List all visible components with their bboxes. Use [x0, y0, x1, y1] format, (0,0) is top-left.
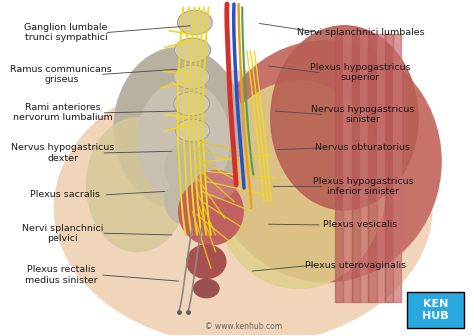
- Text: Nervi splanchnici
pelvici: Nervi splanchnici pelvici: [22, 223, 103, 243]
- Ellipse shape: [175, 119, 210, 142]
- Polygon shape: [368, 34, 377, 302]
- Text: Plexus hypogastricus
inferior sinister: Plexus hypogastricus inferior sinister: [312, 177, 413, 196]
- Ellipse shape: [137, 81, 229, 202]
- Ellipse shape: [55, 71, 432, 336]
- Text: Ramus communicans
griseus: Ramus communicans griseus: [10, 65, 112, 84]
- Polygon shape: [360, 34, 368, 302]
- Ellipse shape: [114, 47, 243, 208]
- Polygon shape: [335, 34, 344, 302]
- Ellipse shape: [174, 38, 210, 62]
- Ellipse shape: [178, 10, 212, 35]
- Polygon shape: [377, 34, 385, 302]
- FancyBboxPatch shape: [407, 292, 464, 328]
- Text: KEN
HUB: KEN HUB: [422, 299, 449, 321]
- Polygon shape: [344, 34, 352, 302]
- Ellipse shape: [87, 118, 188, 252]
- Text: Plexus vesicalis: Plexus vesicalis: [323, 220, 398, 229]
- Text: © www.kenhub.com: © www.kenhub.com: [205, 323, 282, 331]
- Text: Plexus uterovaginalis: Plexus uterovaginalis: [305, 260, 407, 269]
- Ellipse shape: [195, 170, 236, 199]
- Ellipse shape: [173, 92, 210, 116]
- Text: Nervus hypogastricus
sinister: Nervus hypogastricus sinister: [311, 105, 415, 124]
- Text: Nervus obturatorius: Nervus obturatorius: [315, 143, 410, 153]
- Polygon shape: [393, 34, 401, 302]
- Text: Nervi splanchnici lumbales: Nervi splanchnici lumbales: [297, 28, 424, 37]
- Ellipse shape: [179, 178, 243, 245]
- Ellipse shape: [165, 178, 211, 225]
- Text: Ganglion lumbale
trunci sympathici: Ganglion lumbale trunci sympathici: [24, 23, 108, 42]
- Ellipse shape: [211, 41, 441, 282]
- Ellipse shape: [187, 245, 226, 279]
- Ellipse shape: [271, 26, 418, 210]
- Ellipse shape: [194, 279, 219, 298]
- Text: Plexus rectalis
medius sinister: Plexus rectalis medius sinister: [25, 265, 98, 285]
- Ellipse shape: [165, 141, 216, 195]
- Polygon shape: [352, 34, 360, 302]
- Text: Nervus hypogastricus
dexter: Nervus hypogastricus dexter: [11, 143, 114, 163]
- Ellipse shape: [211, 81, 386, 289]
- Ellipse shape: [173, 65, 210, 89]
- Text: Plexus hypogastricus
superior: Plexus hypogastricus superior: [310, 63, 411, 82]
- Text: Rami anteriores
nervorum lumbalium: Rami anteriores nervorum lumbalium: [13, 103, 113, 123]
- Text: Plexus sacralis: Plexus sacralis: [30, 190, 100, 199]
- Polygon shape: [385, 34, 393, 302]
